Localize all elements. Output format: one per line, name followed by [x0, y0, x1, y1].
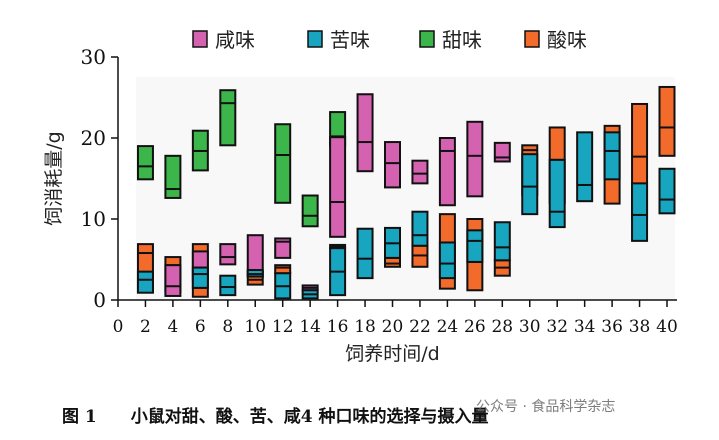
x-tick-label: 8 [222, 317, 233, 337]
bar-咸味 [356, 93, 374, 173]
y-tick-label: 0 [93, 288, 106, 312]
legend-swatch [419, 30, 435, 48]
bar-苦味 [576, 131, 594, 203]
bar-苦味 [658, 167, 676, 215]
figure-caption: 图 1 小鼠对甜、酸、苦、咸4 种口味的选择与摄入量 [62, 407, 489, 427]
y-tick-label: 10 [81, 207, 106, 231]
bar-咸味 [438, 137, 456, 207]
bar-苦味 [603, 131, 621, 181]
x-tick-label: 26 [464, 317, 486, 337]
x-tick-label: 22 [409, 317, 431, 337]
bar-甜味 [274, 123, 292, 204]
y-tick-label: 30 [81, 45, 106, 69]
x-tick-label: 4 [167, 317, 178, 337]
x-tick-label: 12 [272, 317, 294, 337]
legend-swatch [192, 30, 208, 48]
bar-酸味 [658, 85, 676, 157]
x-tick-label: 36 [601, 317, 623, 337]
x-tick-label: 18 [354, 317, 376, 337]
watermark: 公众号 · 食品科学杂志 [476, 399, 616, 415]
legend-label: 甜味 [442, 28, 482, 52]
x-tick-label: 34 [574, 317, 596, 337]
bar-苦味 [219, 274, 237, 297]
bar-苦味 [548, 158, 566, 229]
x-tick-label: 32 [546, 317, 568, 337]
bar-甜味 [301, 194, 319, 228]
x-tick-label: 14 [299, 317, 321, 337]
legend-swatch [307, 30, 323, 48]
x-tick-label: 0 [113, 317, 124, 337]
x-tick-label: 10 [244, 317, 266, 337]
bar-苦味 [521, 153, 539, 216]
bar-苦味 [136, 270, 154, 294]
x-tick-label: 16 [327, 317, 349, 337]
legend-label: 咸味 [215, 28, 255, 52]
x-tick-label: 2 [140, 317, 151, 337]
y-axis-label: 饲消耗量/g [43, 131, 65, 225]
x-axis-label: 饲养时间/d [345, 343, 439, 365]
x-tick-label: 24 [437, 317, 459, 337]
legend-label: 苦味 [330, 28, 370, 52]
bar-咸味 [493, 141, 511, 163]
legend-swatch [524, 30, 540, 48]
bar-甜味 [164, 154, 182, 199]
x-tick-label: 30 [519, 317, 541, 337]
x-tick-label: 28 [491, 317, 513, 337]
bar-咸味 [384, 141, 401, 189]
bar-咸味 [466, 120, 484, 198]
bar-苦味 [438, 241, 456, 280]
x-tick-label: 38 [629, 317, 651, 337]
bar-咸味 [274, 237, 292, 259]
x-tick-label: 6 [195, 317, 206, 337]
bar-甜味 [136, 145, 154, 181]
bar-咸味 [329, 136, 347, 238]
bar-咸味 [219, 243, 237, 266]
plot-background [136, 77, 675, 300]
bar-酸味 [274, 264, 292, 275]
x-tick-label: 40 [656, 317, 678, 337]
bar-苦味 [466, 229, 484, 263]
bar-酸味 [384, 256, 401, 268]
bar-甜味 [219, 89, 237, 147]
legend-label: 酸味 [547, 28, 587, 52]
x-tick-label: 20 [382, 317, 404, 337]
bar-咸味 [411, 159, 429, 185]
bar-咸味 [164, 264, 182, 297]
bar-苦味 [411, 210, 429, 247]
bar-苦味 [493, 221, 511, 262]
bar-苦味 [356, 227, 374, 280]
bar-苦味 [631, 182, 649, 242]
y-tick-label: 20 [81, 126, 106, 150]
bar-苦味 [191, 266, 209, 289]
